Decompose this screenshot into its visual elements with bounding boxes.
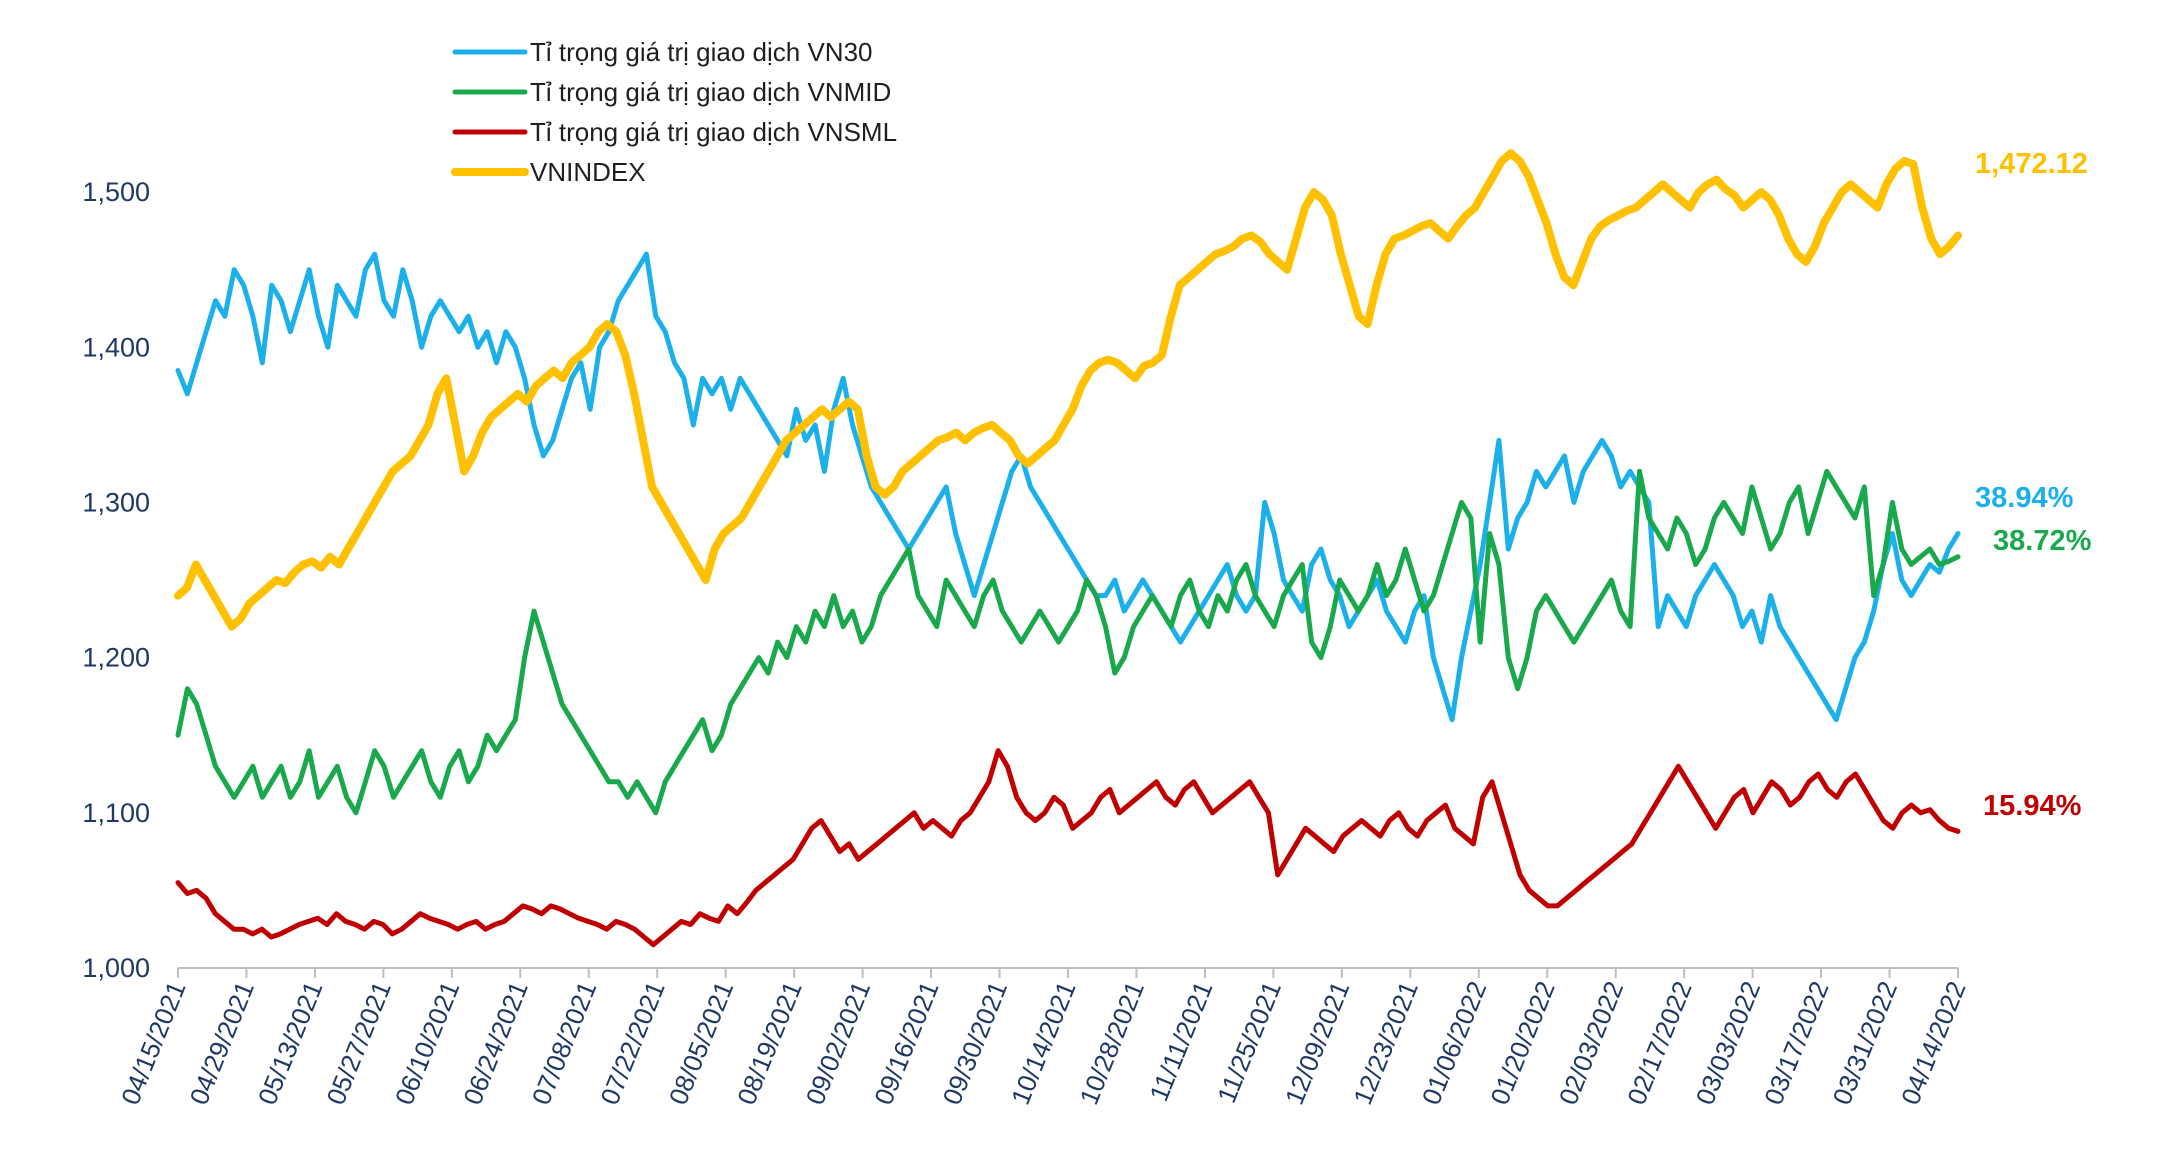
x-tick-label: 10/28/2021 [1073,977,1150,1109]
series-line-vnsml [175,748,1961,948]
x-tick-label: 11/11/2021 [1143,977,1218,1105]
x-tick-label: 01/06/2022 [1416,977,1493,1109]
x-tick-label: 09/16/2021 [868,977,945,1109]
end-label-vn30: 38.94% [1975,482,2074,514]
x-tick-label: 03/31/2022 [1827,977,1904,1109]
axes: 1,000 1,100 1,200 1,300 1,400 1,500 04/15/2021… [82,177,1971,1109]
legend-label-vnsml: Tỉ trọng giá trị giao dịch VNSML [530,117,897,147]
y-tick-label: 1,500 [82,177,150,207]
end-label-vnsml: 15.94% [1983,790,2082,822]
x-tick-label: 08/05/2021 [663,977,740,1109]
series-line-vn30 [175,251,1961,723]
x-tick-label: 08/19/2021 [731,977,808,1109]
legend-label-vnindex: VNINDEX [530,157,646,187]
x-tick-label: 04/29/2021 [183,977,260,1109]
x-tick-label: 03/03/2022 [1690,977,1767,1109]
series-line-vnindex [174,149,1962,631]
end-label-vnindex: 1,472.12 [1975,148,2088,180]
x-tick-label: 06/10/2021 [389,977,466,1109]
legend: Tỉ trọng giá trị giao dịch VN30 Tỉ trọng … [451,37,897,187]
x-tick-label: 02/17/2022 [1621,977,1698,1109]
end-labels: 1,472.12 38.94% 38.72% 15.94% [1975,148,2092,822]
y-tick-label: 1,400 [82,332,150,362]
x-tick-label: 06/24/2021 [457,977,534,1109]
x-tick-label: 01/20/2022 [1484,977,1561,1109]
x-tick-label: 11/25/2021 [1211,977,1287,1107]
x-tick-label: 05/27/2021 [320,977,397,1109]
y-tick-label: 1,200 [82,643,150,673]
x-tick-label: 03/17/2022 [1758,977,1835,1109]
x-tick-label: 02/03/2022 [1553,977,1630,1109]
series-line-vnmid [175,468,1961,816]
x-tick-label: 10/14/2021 [1005,977,1082,1109]
y-tick-label: 1,000 [82,953,150,983]
end-label-vnmid: 38.72% [1993,525,2092,557]
legend-label-vn30: Tỉ trọng giá trị giao dịch VN30 [530,37,873,67]
x-tick-label: 07/22/2021 [594,977,671,1109]
x-tick-label: 09/30/2021 [937,977,1014,1109]
y-tick-label: 1,100 [82,798,150,828]
x-tick-label: 05/13/2021 [252,977,329,1109]
x-tick-label: 09/02/2021 [800,977,877,1109]
x-tick-label: 12/23/2021 [1347,977,1424,1109]
plot-area [174,149,1962,948]
legend-label-vnmid: Tỉ trọng giá trị giao dịch VNMID [530,77,891,107]
x-tick-label: 07/08/2021 [526,977,603,1109]
x-tick-label: 12/09/2021 [1279,977,1356,1109]
x-tick-label: 04/15/2021 [115,977,192,1109]
x-tick-label: 04/14/2022 [1895,977,1972,1109]
y-tick-label: 1,300 [82,487,150,517]
